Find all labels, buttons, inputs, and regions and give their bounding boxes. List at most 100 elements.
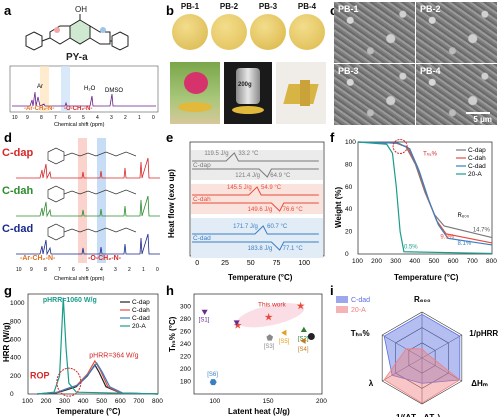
point-label: [S5]	[279, 339, 290, 345]
x-tick-label: 600	[115, 398, 126, 405]
panel-b-photos: PB-1 PB-2 PB-3 PB-4 200g	[168, 0, 328, 128]
nmr-tick-label: 4	[96, 115, 99, 121]
scatter-point	[201, 309, 208, 315]
chart-e-xlabel: Temperature (°C)	[228, 273, 293, 282]
scale-bar-label: 5 μm	[473, 115, 492, 124]
dsc-heating-curve	[192, 241, 319, 251]
scatter-point	[209, 379, 217, 386]
sem-label: PB-2	[420, 4, 441, 14]
radar-series	[383, 348, 461, 404]
y-tick-label: 200	[180, 366, 191, 373]
annotation: 9.9%	[440, 234, 454, 240]
panel-label-h: h	[166, 283, 174, 298]
nmr-tick-label: 0	[152, 115, 155, 121]
scatter-point	[307, 333, 315, 340]
nmr-tick-label: 3	[114, 267, 117, 273]
hrr-curve	[37, 297, 159, 395]
radar-spoke	[382, 334, 423, 359]
annotation: ROP	[30, 371, 50, 381]
legend-label: C-dad	[132, 315, 150, 322]
scatter-point	[281, 329, 287, 336]
nmr-tick-label: 1	[138, 115, 141, 121]
radar-spoke	[421, 357, 462, 382]
sample-label: PB-4	[297, 2, 317, 11]
sem-image: PB-3	[334, 64, 415, 125]
chart-h-ylabel: Tₕ₅% (°C)	[168, 316, 177, 352]
x-tick-label: 600	[448, 258, 459, 265]
radar-axis-label: 1/(ΔTₘ-ΔTₒ)	[396, 413, 441, 417]
panel-label-g: g	[4, 283, 12, 298]
legend-label: 20-A	[351, 307, 366, 314]
sem-label: PB-4	[420, 66, 441, 76]
proton-label-left: -Ar-CH₂-N-	[24, 106, 54, 112]
radar-axis-label: ΔHₘ	[471, 379, 488, 388]
annotation: Tₕ₅%	[423, 151, 438, 157]
nmr-tick-label: 7	[58, 267, 61, 273]
plot-frame	[357, 141, 493, 255]
proton-label-right: -O-CH₂-N-	[64, 106, 92, 112]
annotation: 119.5 J/g	[204, 151, 228, 157]
annotation: 33.2 °C	[238, 151, 259, 157]
panel-label-i: i	[330, 283, 334, 298]
scatter-point	[266, 334, 274, 341]
sample-label: PB-2	[219, 2, 239, 11]
chart-e-ylabel: Heat flow (exo up)	[167, 169, 176, 238]
scatter-point	[233, 321, 242, 329]
nmr-tick-label: 0	[156, 267, 159, 273]
compound-label: C-dap	[2, 147, 33, 159]
radar-spoke	[382, 357, 423, 382]
x-tick-label: 300	[390, 258, 401, 265]
y-tick-label: 240	[180, 341, 191, 348]
series-band	[191, 184, 323, 214]
chart-g-xlabel: Temperature (°C)	[56, 407, 121, 416]
scatter-point	[300, 326, 307, 332]
annotation: R₆₀₀	[458, 213, 470, 219]
y-tick-label: 300	[180, 304, 191, 311]
oh-label: OH	[75, 5, 87, 14]
annotation: 145.5 J/g	[227, 185, 252, 191]
x-tick-label: 100	[209, 398, 220, 405]
this-work-region	[237, 303, 305, 328]
legend-label: 20-A	[468, 171, 482, 178]
nmr-tick-label: 9	[30, 267, 33, 273]
compound-structure	[47, 223, 137, 241]
legend-swatch	[336, 296, 348, 303]
radar-axis-label: 1/pHRR	[469, 329, 498, 338]
radar-axis-label: λ	[369, 379, 374, 388]
annotation: 54.9 °C	[261, 185, 282, 191]
nmr-tick-label: 10	[16, 267, 22, 273]
nmr-tick-label: 8	[44, 267, 47, 273]
annotation: 8.1%	[458, 241, 472, 247]
annotation: 183.8 J/g	[248, 246, 273, 252]
compound-structure	[47, 185, 137, 203]
panel-label-b: b	[166, 3, 174, 18]
nmr-tick-label: 8	[40, 115, 43, 121]
sample-label: PB-3	[258, 2, 278, 11]
annotation: ROP	[387, 138, 407, 140]
photo-folded-disc	[276, 62, 326, 124]
radar-spoke	[421, 334, 462, 359]
panel-label-c: c	[330, 3, 337, 18]
point-label: [S4]	[298, 347, 309, 353]
sem-label: PB-1	[338, 4, 359, 14]
compound-structure	[47, 147, 137, 165]
x-tick-label: 50	[247, 260, 255, 267]
x-tick-label: 0	[195, 260, 199, 267]
radar-axis-label: Tₕ₅%	[351, 329, 370, 338]
nmr-tick-label: 9	[26, 115, 29, 121]
series-band	[191, 218, 323, 258]
nmr-d-x-ticks: 10 9 8 7 6 5 4 3 2 1 0	[16, 267, 159, 273]
nmr-peak-water: H₂O	[84, 86, 96, 92]
y-tick-label: 800	[10, 318, 21, 325]
y-tick-label: 80	[345, 161, 353, 168]
molecule-structure-icon	[25, 14, 129, 51]
point-label: [S3]	[264, 344, 275, 350]
y-tick-label: 60	[345, 184, 353, 191]
photo-weight-on-disc: 200g	[224, 62, 272, 124]
legend-swatch	[336, 306, 348, 313]
legend-label: C-dap	[468, 147, 486, 154]
y-tick-label: 600	[10, 336, 21, 343]
chart-f-tga: 100 200 300 400 500 600 700 800 0 20 40 60 80 100 C-da…	[334, 138, 497, 282]
sem-image: PB-4	[416, 64, 497, 125]
